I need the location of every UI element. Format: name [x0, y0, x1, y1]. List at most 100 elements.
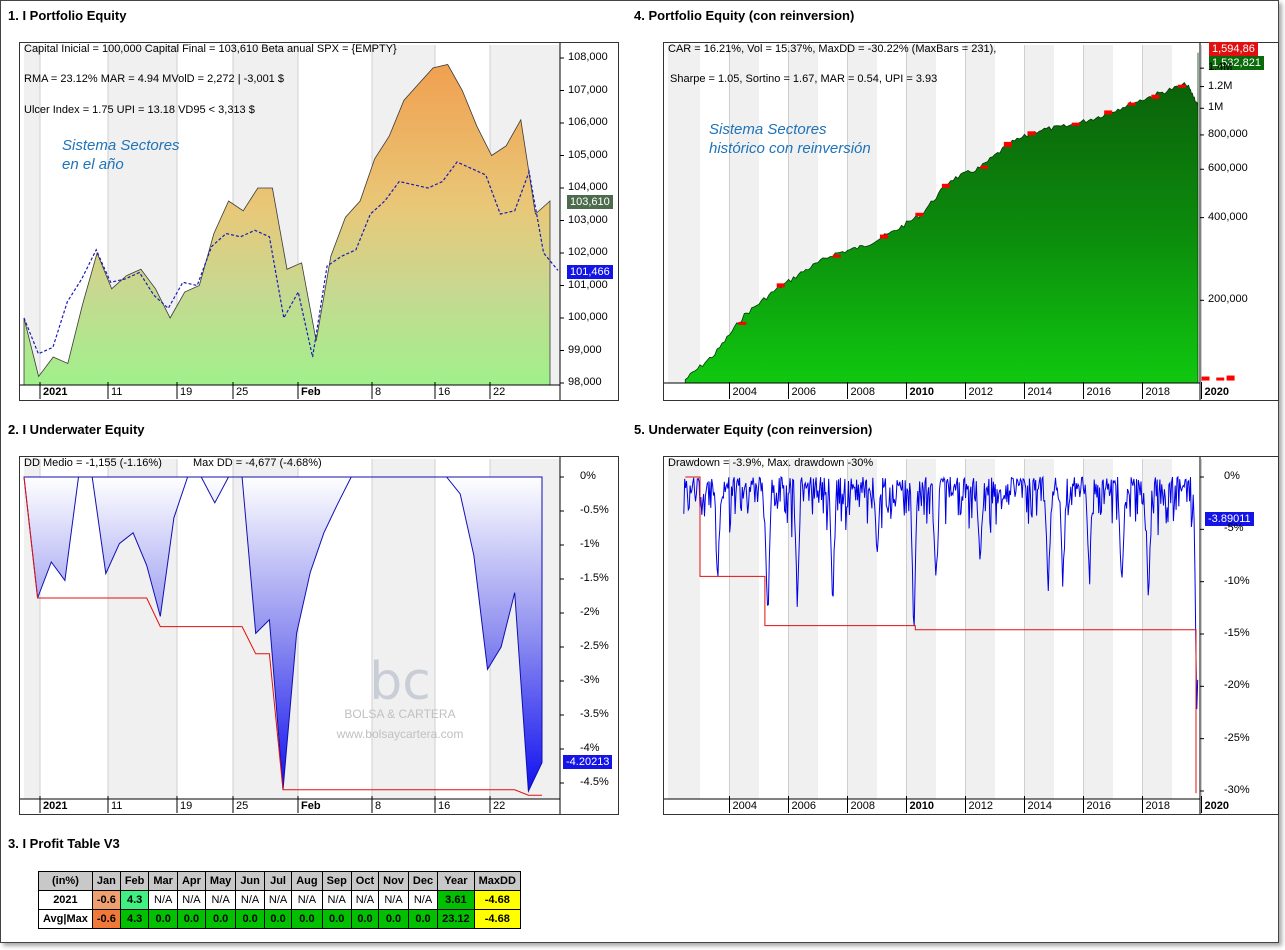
- profit-table-header: Year: [437, 871, 475, 891]
- drawdown-value-tag: -4.20213: [563, 755, 613, 769]
- x-tick-label: 11: [111, 800, 123, 812]
- profit-table-header: (in%): [38, 871, 93, 891]
- profit-table-header: Sep: [321, 871, 352, 891]
- profit-table-header: MaxDD: [473, 871, 521, 891]
- panel-4-title: 4. Portfolio Equity (con reinversion): [634, 8, 855, 23]
- table-cell: 0.0: [407, 909, 439, 929]
- y-tick-label: -15%: [1224, 627, 1250, 639]
- x-tick-label: 19: [180, 386, 193, 398]
- y-tick-label: 107,000: [568, 83, 608, 96]
- table-cell: N/A: [321, 890, 352, 910]
- x-tick-label: 2006: [791, 800, 816, 812]
- table-cell: N/A: [350, 890, 380, 910]
- underwater-equity-reinvest-chart[interactable]: Drawdown = -3.9%, Max. drawdown -30% -3.…: [663, 456, 1279, 815]
- portfolio-equity-chart[interactable]: Capital Inicial = 100,000 Capital Final …: [19, 42, 619, 401]
- table-cell: 0.0: [235, 909, 265, 929]
- table-cell: 0.0: [350, 909, 380, 929]
- drawdown-marker: [1003, 141, 1012, 147]
- profit-table: (in%) Jan Feb Mar Apr May Jun Jul Aug Sep Oct Nov De…: [38, 871, 521, 929]
- x-tick-label: 19: [180, 800, 193, 812]
- y-tick-label: 400,000: [1208, 210, 1248, 223]
- background-band: [1083, 459, 1113, 799]
- x-tick-label: 25: [236, 386, 249, 398]
- drawdown-area: [23, 476, 543, 794]
- x-tick-label: 2012: [968, 386, 993, 398]
- x-tick-label: 16: [438, 800, 451, 812]
- profit-table-header: Feb: [119, 871, 150, 891]
- y-tick-label: -5%: [1224, 522, 1244, 535]
- y-tick-label: -1%: [580, 538, 600, 550]
- profit-table-header: Oct: [350, 871, 380, 891]
- row-label: 2021: [38, 890, 93, 910]
- table-row: Avg|Max -0.6 4.3 0.0 0.0 0.0 0.0 0.0 0.0 0.0 0.0 0.…: [38, 909, 521, 929]
- x-tick-label: 22: [493, 800, 506, 812]
- drawdown-marker: [776, 283, 785, 288]
- table-cell: 0.0: [176, 909, 206, 929]
- background-band: [788, 459, 818, 799]
- chart-info-line: Max DD = -4,677 (-4.68%): [193, 457, 322, 469]
- drawdown-marker: [941, 183, 950, 188]
- y-tick-label: 800,000: [1208, 127, 1248, 140]
- table-cell: -4.68: [473, 909, 521, 929]
- y-tick-label: 1.4M: [1208, 61, 1233, 74]
- dashed-value-tag: 101,466: [567, 265, 613, 279]
- panel-1-title: 1. I Portfolio Equity: [8, 8, 127, 23]
- portfolio-equity-reinvest-chart[interactable]: CAR = 16.21%, Vol = 15.37%, MaxDD = -30.…: [663, 42, 1279, 401]
- drawdown-marker: [1151, 94, 1160, 99]
- y-tick-label: 0%: [580, 470, 596, 482]
- x-tick-label: 2008: [850, 386, 875, 398]
- profit-table-header: Mar: [148, 871, 178, 891]
- table-cell: N/A: [235, 890, 265, 910]
- y-tick-label: 102,000: [568, 246, 608, 258]
- x-tick-label: 2018: [1145, 386, 1170, 398]
- table-cell: 0.0: [204, 909, 237, 929]
- table-cell: 0.0: [321, 909, 352, 929]
- x-tick-label: 2014: [1027, 386, 1052, 398]
- profit-table-header: Nov: [378, 871, 409, 891]
- x-tick-label: 2010: [909, 800, 934, 812]
- table-cell: 4.3: [119, 909, 150, 929]
- drawdown-marker: [1027, 131, 1036, 136]
- table-cell: 23.12: [437, 909, 475, 929]
- equity-area: [23, 64, 551, 386]
- drawdown-marker: [980, 165, 989, 169]
- y-tick-label: -3%: [580, 674, 600, 686]
- y-tick-label: 0%: [1224, 470, 1240, 482]
- y-tick-label: 104,000: [568, 181, 608, 193]
- y-tick-label: 1M: [1208, 101, 1224, 114]
- underwater-equity-chart[interactable]: DD Medio = -1,155 (-1.16%) Max DD = -4,6…: [19, 456, 619, 815]
- y-tick-label: 99,000: [568, 343, 602, 356]
- drawdown-marker: [1104, 110, 1113, 115]
- profit-table-header: Apr: [176, 871, 206, 891]
- y-tick-label: 600,000: [1208, 162, 1248, 175]
- y-tick-label: 103,000: [568, 213, 608, 226]
- equity-value-tag: 1,532,821: [1209, 56, 1264, 70]
- x-tick-label: 25: [236, 800, 249, 812]
- table-cell: N/A: [291, 890, 323, 910]
- x-tick-label: Feb: [301, 386, 321, 398]
- drawdown-marker: [879, 234, 888, 239]
- drawdown-line: [683, 475, 1199, 710]
- drawdown-marker: [1226, 375, 1235, 381]
- chart-info-line: Sharpe = 1.05, Sortino = 1.67, MAR = 0.5…: [670, 73, 938, 85]
- portfolio-equity-svg: [20, 43, 564, 400]
- equity-reinvest-area: [684, 52, 1199, 384]
- background-band: [668, 459, 700, 799]
- table-cell: N/A: [148, 890, 178, 910]
- underwater-equity-reinvest-svg: [664, 457, 1204, 814]
- table-cell: -0.6: [91, 909, 121, 929]
- peak-value-tag: 1,594,86: [1209, 42, 1258, 56]
- max-drawdown-line: [23, 476, 542, 796]
- y-tick-label: 200,000: [1208, 293, 1248, 306]
- table-cell: -4.68: [473, 890, 521, 910]
- y-tick-label: -2.5%: [580, 640, 609, 652]
- table-cell: 0.0: [263, 909, 293, 929]
- benchmark-line: [23, 161, 559, 358]
- drawdown-marker: [1177, 84, 1186, 88]
- background-band: [24, 45, 40, 385]
- x-tick-label: Feb: [301, 800, 321, 812]
- system-label: Sistema Sectores en el año: [62, 137, 180, 173]
- x-tick-label: 2012: [968, 800, 993, 812]
- y-tick-label: -4.5%: [580, 776, 609, 788]
- x-tick-label: 16: [438, 386, 451, 398]
